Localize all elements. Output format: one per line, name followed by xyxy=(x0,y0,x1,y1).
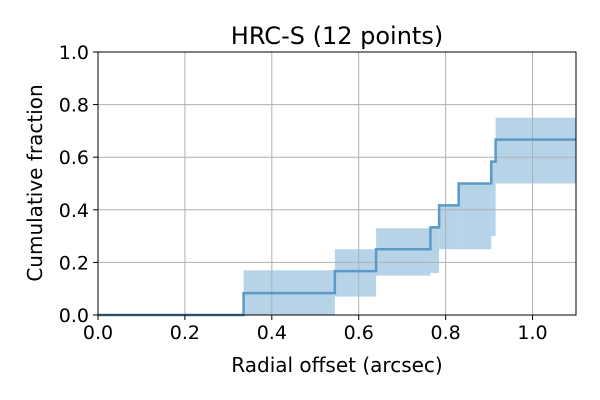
confidence-band-segment xyxy=(334,249,377,297)
plot-frame xyxy=(97,51,577,316)
y-axis-label: Cumulative fraction xyxy=(23,84,47,281)
cumulative-step-line xyxy=(98,138,576,317)
x-tick-label: 0.4 xyxy=(257,322,287,344)
confidence-band-segment xyxy=(376,228,431,276)
y-tick-label: 0.6 xyxy=(59,147,89,169)
x-tick-label: 0.8 xyxy=(431,322,461,344)
step-line-layer xyxy=(98,138,576,317)
y-tick-label: 1.0 xyxy=(59,42,89,64)
y-tick-label: 0.4 xyxy=(59,200,89,222)
confidence-band-layer xyxy=(98,117,576,315)
confidence-band-segment xyxy=(458,183,492,250)
y-tick-label: 0.2 xyxy=(59,252,89,274)
chart-title: HRC-S (12 points) xyxy=(231,22,443,50)
x-axis-label: Radial offset (arcsec) xyxy=(231,353,442,377)
confidence-band-segment xyxy=(439,204,459,250)
x-tick-label: 0.0 xyxy=(83,322,113,344)
x-tick-label: 0.2 xyxy=(170,322,200,344)
confidence-band-segment xyxy=(430,228,440,273)
confidence-band-segment xyxy=(495,117,576,184)
confidence-band-segment xyxy=(491,162,496,237)
x-tick-label: 0.6 xyxy=(344,322,374,344)
y-tick-label: 0.0 xyxy=(59,305,89,327)
x-tick-label: 1.0 xyxy=(517,322,547,344)
y-tick-label: 0.8 xyxy=(59,95,89,117)
tick-layer: 0.0 0.2 0.4 0.6 0.8 1.0 0.0 0.2 0.4 0.6 0.8 1.0 xyxy=(59,42,548,344)
